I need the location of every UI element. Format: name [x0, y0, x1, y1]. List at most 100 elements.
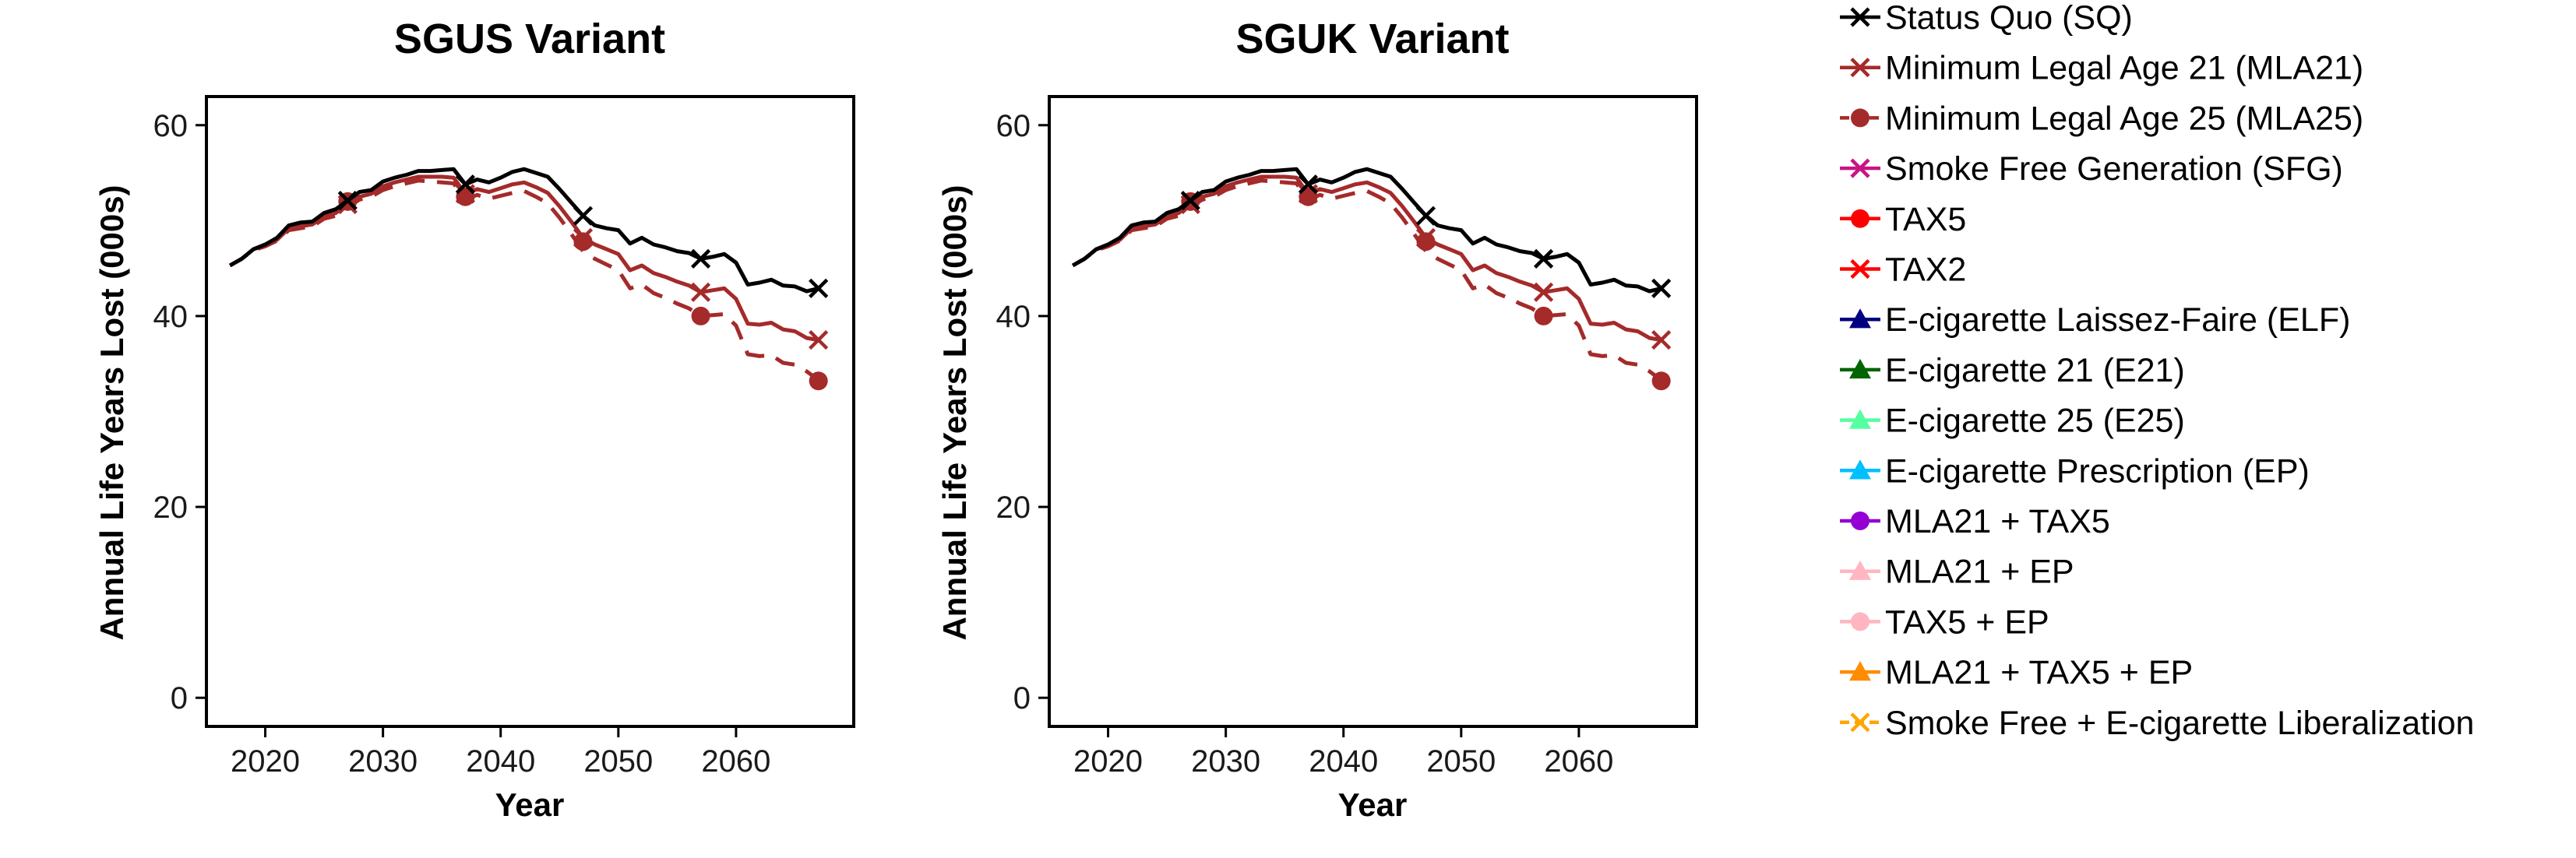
legend-item: E-cigarette Laissez-Faire (ELF)	[1840, 301, 2350, 339]
plot-frame	[205, 95, 855, 728]
series-marker	[1416, 232, 1436, 251]
panel-title: SGUS Variant	[394, 16, 665, 62]
legend-item: MLA21 + TAX5 + EP	[1840, 654, 2193, 691]
x-tick-label: 2040	[1309, 744, 1378, 779]
series-marker	[691, 306, 710, 325]
legend-key-marker	[1851, 612, 1869, 631]
legend-item: E-cigarette 21 (E21)	[1840, 352, 2185, 389]
legend-item: Smoke Free + E-cigarette Liberalization	[1840, 705, 2474, 742]
legend-label: TAX5 + EP	[1885, 603, 2049, 641]
legend-label: E-cigarette 21 (E21)	[1885, 352, 2185, 389]
y-axis-label: Annual Life Years Lost (000s)	[936, 185, 973, 640]
series-marker	[337, 191, 358, 211]
x-tick-label: 2060	[701, 744, 770, 779]
series-marker	[690, 282, 711, 302]
series-marker	[809, 371, 828, 391]
legend-label: MLA21 + TAX5	[1885, 503, 2110, 540]
legend-label: Minimum Legal Age 25 (MLA25)	[1885, 100, 2363, 137]
legend-label: E-cigarette 25 (E25)	[1885, 403, 2185, 440]
x-tick-label: 2040	[466, 744, 535, 779]
series-marker	[455, 174, 475, 195]
x-axis-label: Year	[495, 786, 565, 823]
legend-key-marker	[1849, 358, 1871, 379]
series-marker	[690, 248, 711, 269]
x-tick-label: 2050	[583, 744, 653, 779]
legend-key-marker	[1849, 308, 1871, 329]
legend-item: Minimum Legal Age 25 (MLA25)	[1840, 100, 2363, 137]
legend-label: MLA21 + TAX5 + EP	[1885, 654, 2193, 691]
series-line	[228, 174, 819, 343]
legend-key-marker	[1849, 661, 1871, 681]
y-tick-label: 0	[171, 681, 188, 716]
series-line	[228, 178, 820, 382]
y-tick-label: 40	[996, 300, 1031, 334]
legend-key-marker	[1850, 7, 1870, 27]
series-marker	[809, 329, 829, 350]
x-tick-label: 2050	[1426, 744, 1496, 779]
legend-label: TAX5	[1885, 201, 1966, 238]
legend-label: E-cigarette Prescription (EP)	[1885, 452, 2310, 490]
legend-label: Status Quo (SQ)	[1885, 0, 2133, 37]
series-marker	[1651, 371, 1671, 391]
series-line	[1071, 178, 1663, 382]
legend-item: Smoke Free Generation (SFG)	[1840, 150, 2343, 188]
y-axis-label: Annual Life Years Lost (000s)	[93, 185, 130, 640]
series-marker	[1651, 278, 1672, 298]
series-marker	[573, 232, 593, 251]
legend-key-marker	[1850, 712, 1870, 733]
legend-label: E-cigarette Laissez-Faire (ELF)	[1885, 301, 2350, 339]
x-tick-label: 2020	[231, 744, 300, 779]
series-marker	[1415, 227, 1436, 248]
legend-item: TAX5 + EP	[1840, 603, 2049, 641]
legend-item: Status Quo (SQ)	[1840, 0, 2133, 37]
legend-label: Smoke Free Generation (SFG)	[1885, 150, 2343, 188]
series-line	[1071, 174, 1662, 343]
series-marker	[1180, 191, 1200, 211]
series-marker	[573, 227, 594, 248]
legend-item: Minimum Legal Age 21 (MLA21)	[1840, 50, 2363, 87]
legend-key-marker	[1850, 158, 1870, 178]
series-marker	[1415, 206, 1436, 226]
series-marker	[809, 278, 829, 298]
panel-title: SGUK Variant	[1235, 16, 1509, 62]
y-tick-label: 40	[153, 300, 189, 334]
panel-sguk: SGUK Variant Annual Life Years Lost (000…	[936, 16, 1698, 823]
plot-area	[228, 167, 829, 391]
series-marker	[573, 206, 594, 226]
plot-frame	[1048, 95, 1698, 728]
legend: Status Quo (SQ) Minimum Legal Age 21 (MLA…	[1840, 0, 2474, 742]
legend-item: E-cigarette Prescription (EP)	[1840, 452, 2310, 490]
plot-area	[1071, 167, 1672, 391]
legend-item: MLA21 + TAX5	[1840, 503, 2110, 540]
panel-sgus: SGUS Variant Annual Life Years Lost (000…	[93, 16, 855, 823]
legend-key-marker	[1850, 58, 1870, 78]
legend-label: MLA21 + EP	[1885, 554, 2074, 591]
series-marker	[1534, 306, 1553, 325]
legend-label: Smoke Free + E-cigarette Liberalization	[1885, 705, 2474, 742]
legend-item: MLA21 + EP	[1840, 554, 2074, 591]
legend-label: TAX2	[1885, 251, 1966, 289]
series-marker	[1651, 329, 1672, 350]
legend-item: TAX2	[1840, 251, 1966, 289]
series-marker	[1298, 174, 1318, 195]
legend-key-marker	[1849, 409, 1871, 429]
series-marker	[1533, 248, 1554, 269]
x-tick-label: 2020	[1073, 744, 1143, 779]
legend-label: Minimum Legal Age 21 (MLA21)	[1885, 50, 2363, 87]
x-tick-label: 2060	[1544, 744, 1613, 779]
legend-key-marker	[1850, 258, 1870, 280]
legend-item: TAX5	[1840, 201, 1966, 238]
y-tick-label: 60	[153, 109, 189, 143]
y-tick-label: 60	[996, 109, 1031, 143]
x-tick-label: 2030	[1191, 744, 1260, 779]
y-tick-label: 20	[996, 491, 1031, 525]
series-line	[228, 167, 819, 294]
series-marker	[1533, 282, 1554, 302]
legend-key-marker	[1851, 512, 1869, 530]
x-tick-label: 2030	[348, 744, 418, 779]
x-axis-label: Year	[1338, 786, 1408, 823]
legend-key-marker	[1851, 209, 1869, 228]
